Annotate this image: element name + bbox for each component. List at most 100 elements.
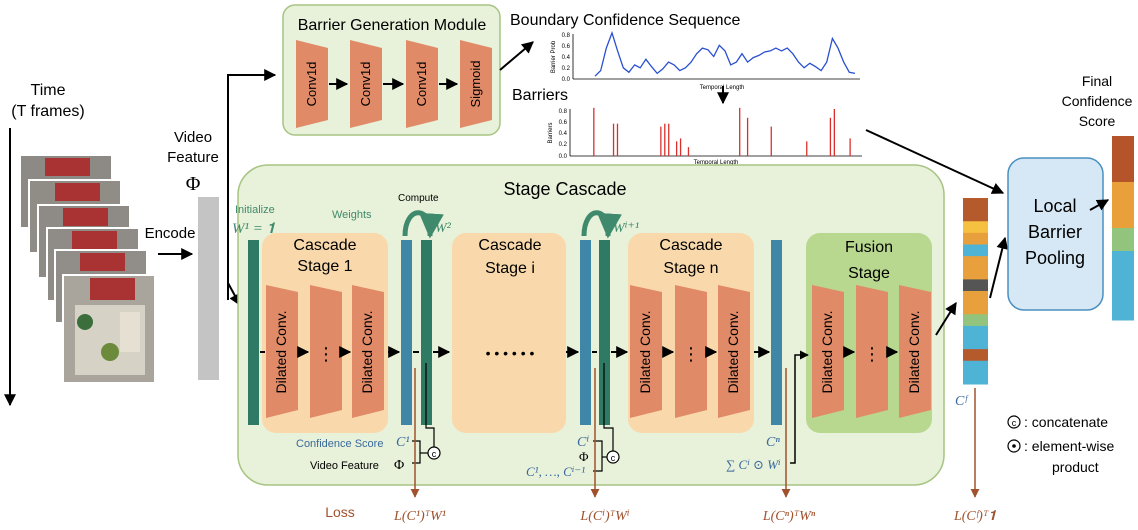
stage-1-convs: Dilated Conv. ⋮ Dilated Conv. bbox=[266, 285, 384, 418]
w1-init-label: W¹ = 𝟏 bbox=[232, 221, 276, 237]
bar-segment bbox=[963, 291, 988, 304]
barrier-module-title: Barrier Generation Module bbox=[298, 17, 487, 34]
bcs-tick-06: 0.6 bbox=[562, 44, 571, 50]
barriers-tick-02: 0.2 bbox=[559, 142, 568, 148]
fusion-vdots: ⋮ bbox=[863, 344, 881, 364]
encode-label: Encode bbox=[145, 225, 196, 242]
bcs-tick-00: 0.0 bbox=[562, 77, 571, 83]
stage-n-dilated-conv-1 bbox=[630, 285, 662, 418]
stage-i-hdots: • • • • • • bbox=[486, 345, 535, 361]
lbp-label-1: Local bbox=[1033, 196, 1076, 216]
stage-n-dilated-conv-1-label: Dilated Conv. bbox=[637, 310, 653, 393]
bar-segment bbox=[963, 209, 988, 222]
bar-segment bbox=[963, 232, 988, 246]
fusion-dilated-conv-3-label: Dilated Conv. bbox=[906, 310, 922, 393]
legend-elementwise-text: : element-wise bbox=[1024, 438, 1114, 454]
bcs-title: Boundary Confidence Sequence bbox=[510, 12, 740, 29]
stage-n-vdots: ⋮ bbox=[682, 344, 700, 364]
barriers-ylabel: Barriers bbox=[548, 122, 554, 143]
concat-to-wi1-link bbox=[603, 363, 614, 451]
stage-n-dilated-conv-3 bbox=[718, 285, 750, 418]
concat-bracket-i bbox=[593, 440, 603, 472]
stage-1-dilated-conv-1 bbox=[266, 285, 298, 418]
legend-elementwise-dot bbox=[1012, 444, 1016, 448]
video-frames bbox=[19, 154, 156, 384]
phi-small-1: Φ bbox=[394, 458, 404, 473]
bar-segment bbox=[963, 337, 988, 350]
conv1d-label-1: Conv1d bbox=[304, 62, 319, 107]
bar-segment bbox=[963, 314, 988, 327]
bar-segment bbox=[963, 325, 988, 339]
legend-elementwise-text-2: product bbox=[1052, 459, 1099, 475]
confidence-bar-c1 bbox=[401, 240, 412, 425]
confidence-bar-cn bbox=[771, 240, 782, 425]
time-frames-label: (T frames) bbox=[11, 103, 84, 120]
sigmoid-label: Sigmoid bbox=[468, 61, 483, 108]
concat-to-w2-link bbox=[425, 363, 435, 447]
cascade-stage-i-title: Cascade bbox=[478, 237, 541, 254]
sum-to-fusion-arrow bbox=[790, 350, 809, 464]
barriers-xlabel: Temporal Length bbox=[694, 160, 739, 166]
stage-1-dilated-conv-1-label: Dilated Conv. bbox=[273, 310, 289, 393]
fusion-to-cf-arrow bbox=[935, 301, 957, 336]
bar-segment bbox=[963, 279, 988, 292]
sigmoid-block bbox=[460, 40, 492, 128]
conv1d-block-3 bbox=[406, 40, 438, 128]
weight-bar-w2 bbox=[421, 240, 432, 425]
phi-small-i: Φ bbox=[579, 449, 589, 464]
conv1d-block-1 bbox=[296, 40, 328, 128]
fusion-dilated-conv-1 bbox=[812, 285, 844, 418]
legend-concat-text: : concatenate bbox=[1024, 414, 1108, 430]
compute-arrow-i bbox=[581, 210, 622, 239]
cn-label: Cⁿ bbox=[766, 435, 780, 450]
bcs-chart: 0.8 0.6 0.4 0.2 0.0 Barrier Prob Tempora… bbox=[551, 30, 860, 91]
bar-segment bbox=[963, 349, 988, 362]
bcs-ylabel: Barrier Prob bbox=[551, 40, 557, 73]
c-list-label: C¹, …, Cⁱ⁻¹ bbox=[526, 464, 585, 479]
concat-circle-1-c: c bbox=[432, 449, 437, 459]
fusion-dilated-conv-1-label: Dilated Conv. bbox=[819, 310, 835, 393]
bar-segment bbox=[963, 256, 988, 269]
bar-segment bbox=[1112, 205, 1134, 229]
bcs-tick-04: 0.4 bbox=[562, 55, 571, 61]
stage-1-dilated-conv-3 bbox=[352, 285, 384, 418]
conv1d-label-2: Conv1d bbox=[358, 62, 373, 107]
weights-label: Weights bbox=[332, 209, 372, 221]
bcs-tick-02: 0.2 bbox=[562, 66, 571, 72]
loss-term-f: L(Cᶠ)ᵀ𝟏 bbox=[953, 509, 996, 524]
stage-n-convs: Dilated Conv. ⋮ Dilated Conv. bbox=[630, 285, 750, 418]
conv1d-block-2 bbox=[350, 40, 382, 128]
bar-segment bbox=[963, 302, 988, 315]
barriers-tick-08: 0.8 bbox=[559, 109, 568, 115]
cascade-stage-n-subtitle: Stage n bbox=[663, 260, 718, 277]
c1-label: C¹ bbox=[396, 435, 410, 450]
video-feature-bar bbox=[198, 197, 219, 380]
conv1d-label-3: Conv1d bbox=[414, 62, 429, 107]
lbp-label-2: Barrier bbox=[1028, 222, 1082, 242]
arrow-barriers-to-lbp bbox=[865, 129, 1005, 194]
bar-segment bbox=[963, 372, 988, 385]
fusion-dilated-conv-dots-block bbox=[856, 285, 888, 418]
barrier-conv-blocks: Conv1d Conv1d Conv1d Sigmoid bbox=[296, 40, 492, 128]
fusion-confidence-bar-cf bbox=[963, 198, 988, 385]
lbp-to-final-arrow bbox=[1089, 199, 1110, 211]
w2-label: W² bbox=[435, 221, 452, 236]
stage-1-dilated-conv-dots-block bbox=[310, 285, 342, 418]
final-label-2: Confidence bbox=[1062, 93, 1133, 109]
frame-6 bbox=[62, 274, 156, 384]
loss-label: Loss bbox=[325, 504, 355, 520]
confidence-bar-ci bbox=[580, 240, 591, 425]
cf-label: Cᶠ bbox=[955, 394, 969, 409]
stage-n-dilated-conv-3-label: Dilated Conv. bbox=[725, 310, 741, 393]
stage-1-dilated-conv-3-label: Dilated Conv. bbox=[359, 310, 375, 393]
legend-concat-symbol bbox=[1007, 415, 1021, 429]
sum-expression: ∑ Cⁱ ⊙ Wⁱ bbox=[726, 457, 781, 472]
weight-bar-wi1 bbox=[599, 240, 610, 425]
bar-segment bbox=[1112, 297, 1134, 321]
loss-term-n: L(Cⁿ)ᵀWⁿ bbox=[762, 509, 816, 524]
bar-segment bbox=[963, 244, 988, 257]
bar-segment bbox=[963, 360, 988, 373]
bar-segment bbox=[1112, 136, 1134, 160]
compute-arrow-1 bbox=[402, 210, 444, 239]
bar-segment bbox=[1112, 228, 1134, 252]
